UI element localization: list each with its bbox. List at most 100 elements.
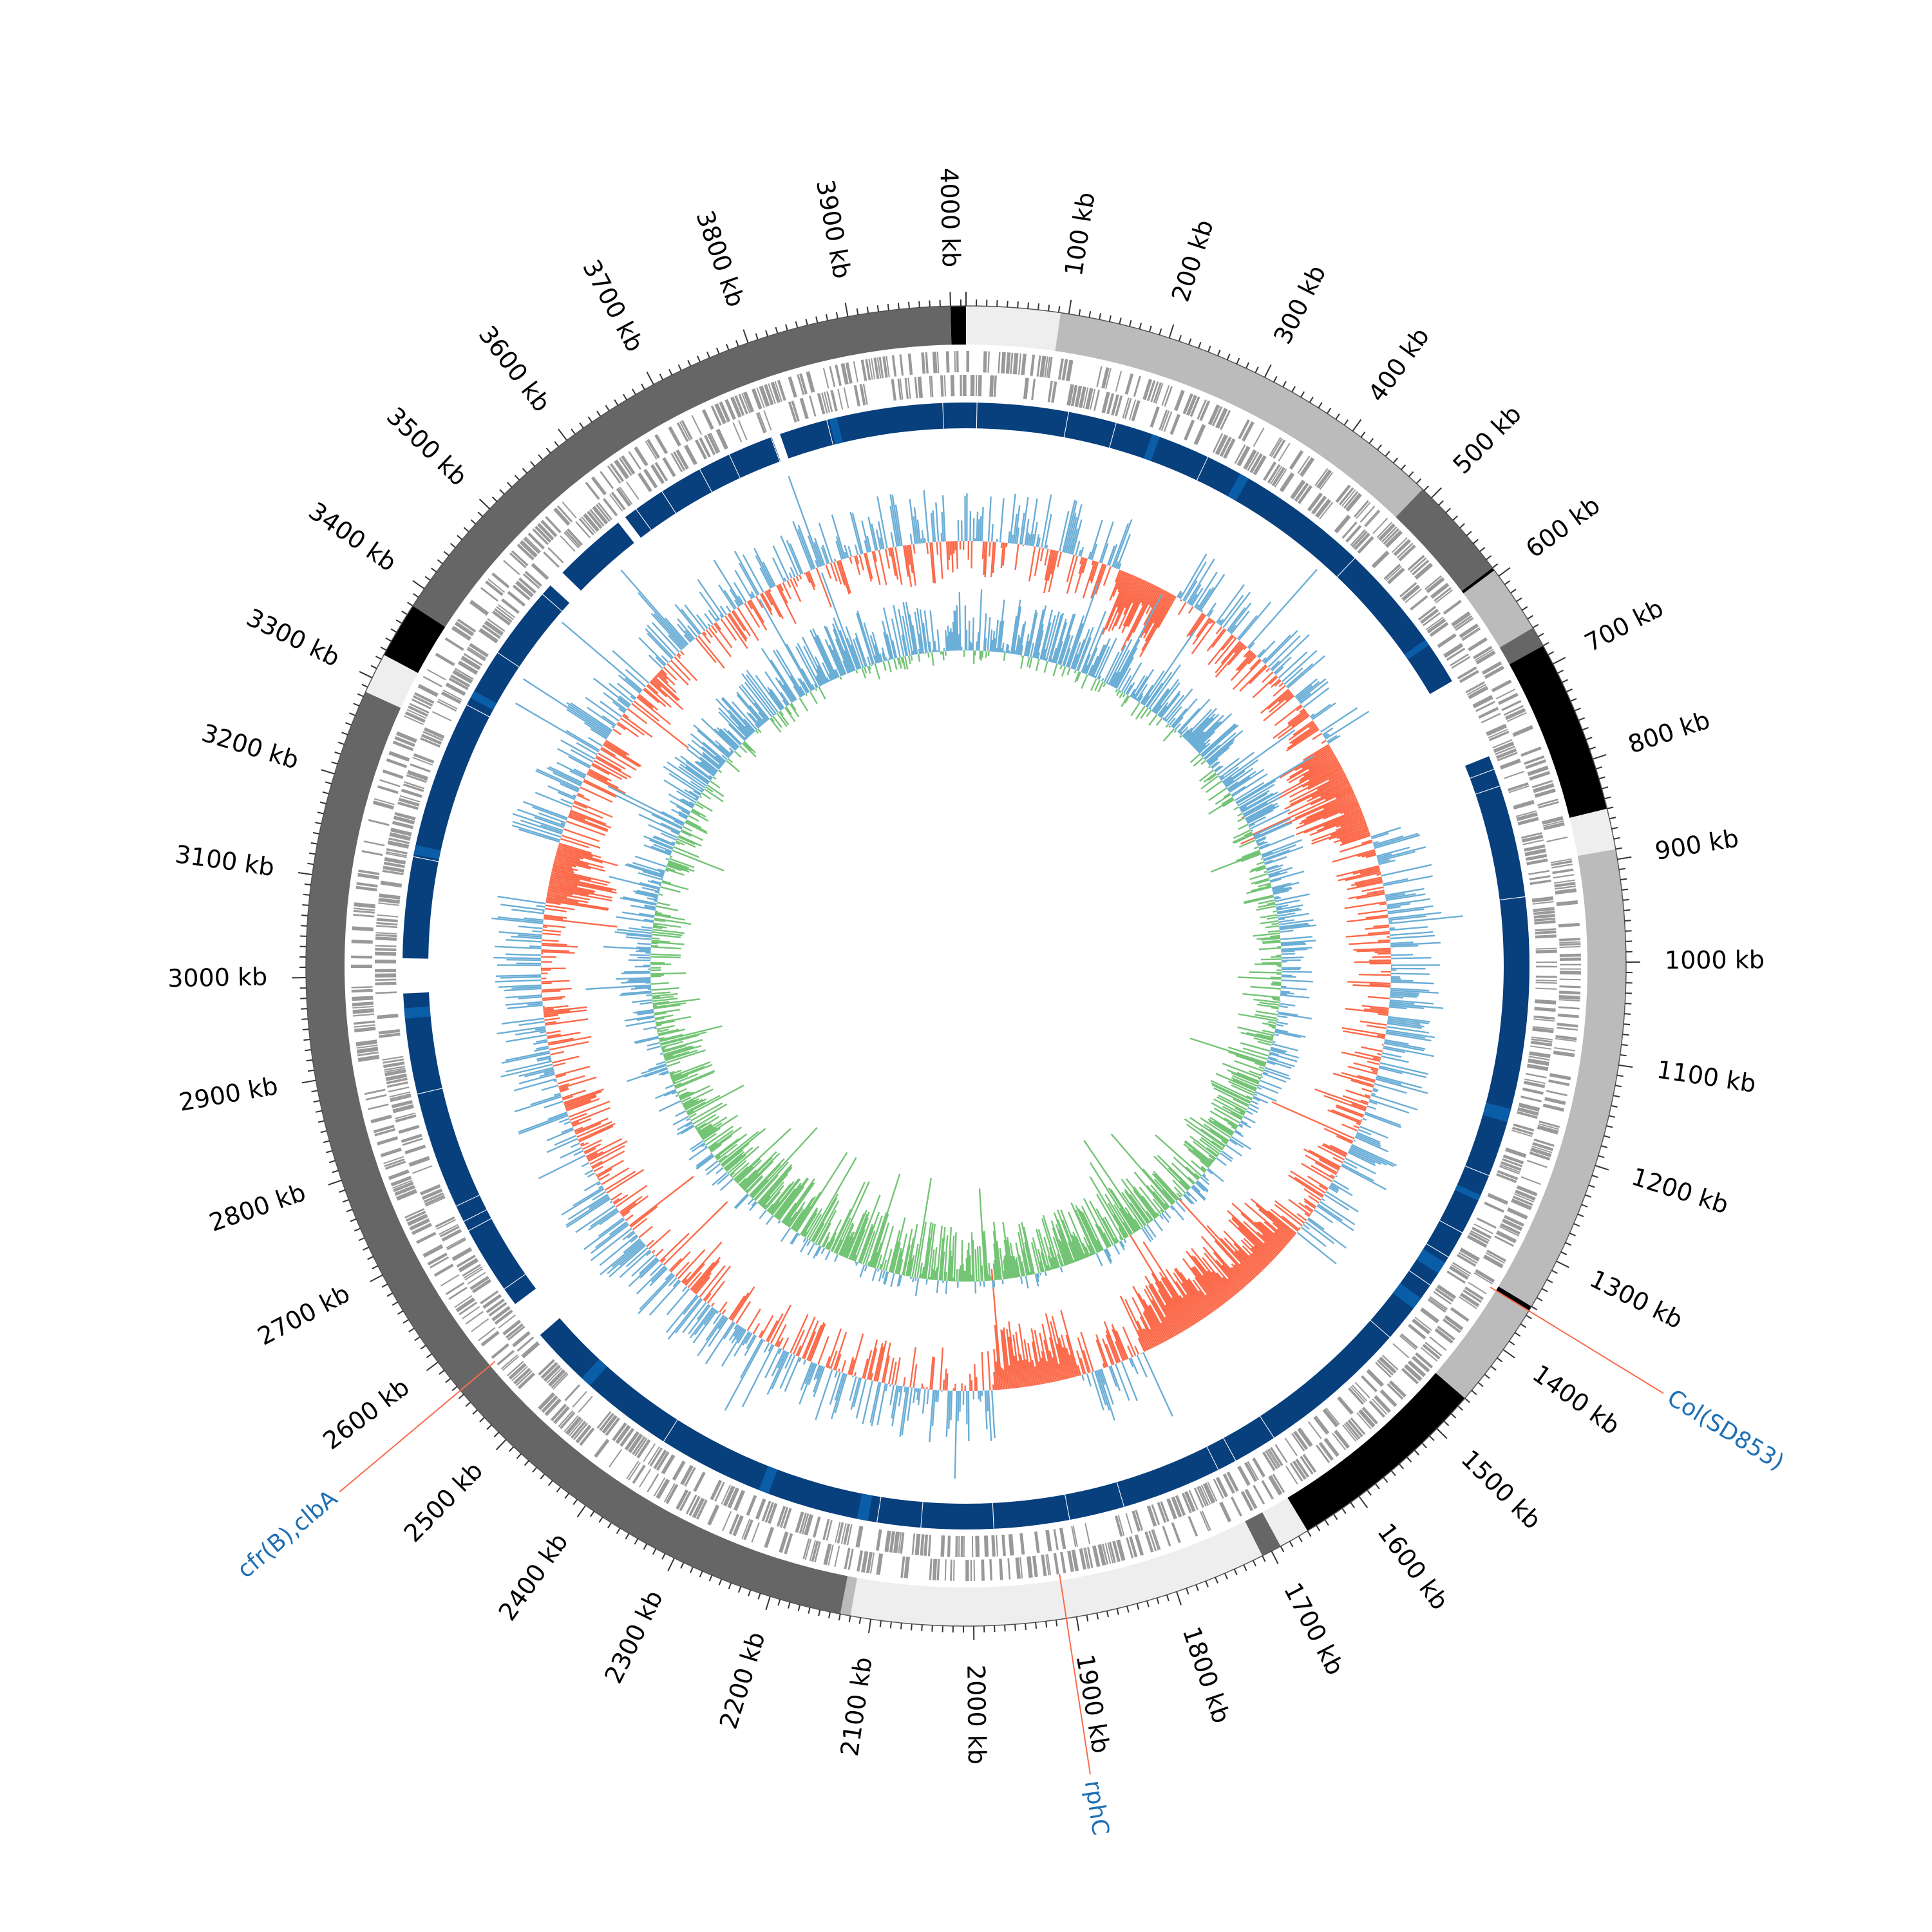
cds-feature [1253, 455, 1267, 476]
cds-feature [843, 1523, 851, 1545]
cds-feature [1530, 1147, 1552, 1157]
cds-feature [732, 422, 743, 442]
cds-feature [361, 850, 383, 857]
blast-weak-hit [1455, 1184, 1481, 1201]
cds-feature [1115, 370, 1122, 392]
blast-hit-region-4 [562, 522, 634, 591]
cds-feature [873, 357, 880, 379]
cds-feature [1332, 1432, 1347, 1451]
cds-feature [1199, 1511, 1209, 1531]
cds-feature [1053, 1553, 1059, 1575]
gc-skew-negative [650, 650, 1282, 1282]
cds-feature [1427, 1298, 1446, 1313]
cds-feature [1475, 650, 1496, 665]
cds-feature [868, 358, 873, 380]
cds-feature [1105, 368, 1112, 390]
cds-feature [1215, 434, 1228, 455]
cds-feature [871, 358, 876, 380]
cds-feature [564, 1415, 579, 1432]
cds-feature [936, 351, 940, 374]
cds-feature [571, 1421, 587, 1439]
tick-marks [292, 292, 1640, 1640]
cds-feature [1529, 875, 1551, 881]
cds-feature [1263, 1452, 1276, 1471]
cds-feature [505, 1323, 524, 1339]
cds-feature [1379, 1389, 1397, 1407]
cds-feature [1083, 387, 1089, 409]
cds-feature [1537, 799, 1558, 806]
cds-feature [421, 1188, 443, 1200]
cds-feature [1535, 999, 1557, 1005]
cds-feature [383, 1058, 404, 1064]
contig-segment-13 [1262, 1497, 1308, 1547]
cds-feature [1153, 382, 1162, 403]
tick-label-1000kb: 1000 kb [1665, 945, 1765, 974]
blast-separator [1425, 1243, 1450, 1258]
blast-separator [728, 453, 741, 479]
cds-feature [1522, 839, 1544, 846]
cds-feature [1516, 1111, 1538, 1119]
cds-feature [1502, 1218, 1523, 1231]
blast-separator [1408, 1269, 1432, 1286]
cds-feature [1313, 1416, 1330, 1435]
cds-feature [1171, 1522, 1181, 1544]
cds-feature [1495, 746, 1515, 755]
cds-feature [1090, 388, 1096, 410]
cds-feature [1412, 560, 1430, 576]
cds-feature [955, 1535, 958, 1557]
cds-feature [692, 1497, 705, 1519]
cds-feature [1059, 1528, 1066, 1549]
cds-feature [569, 1419, 584, 1437]
cds-feature [1404, 1364, 1423, 1381]
cds-feature [1533, 907, 1555, 911]
cds-feature [1155, 383, 1164, 404]
cds-feature [1354, 1381, 1370, 1399]
cds-feature [384, 1069, 406, 1077]
cds-feature [1392, 1343, 1410, 1358]
cds-feature [1350, 1386, 1366, 1403]
gc-content-track [491, 476, 1463, 1479]
cds-feature [420, 737, 440, 748]
cds-feature [531, 563, 549, 580]
cds-feature [1030, 354, 1036, 376]
cds-feature [1269, 466, 1283, 485]
tick-label-3200kb: 3200 kb [198, 719, 302, 775]
cds-feature [830, 390, 838, 412]
cds-feature [609, 1449, 622, 1468]
cds-feature [352, 926, 374, 932]
cds-feature [527, 532, 545, 550]
cds-feature [704, 435, 716, 455]
cds-feature [722, 1511, 732, 1531]
cds-feature [413, 753, 435, 764]
cds-feature [422, 676, 442, 688]
cds-feature [761, 1501, 772, 1522]
cds-feature [377, 1136, 399, 1146]
cds-feature [670, 453, 683, 473]
cds-feature [1292, 1460, 1307, 1480]
cds-feature [390, 1093, 411, 1100]
cds-feature [869, 1552, 875, 1574]
cds-feature [572, 1390, 587, 1408]
cds-feature [837, 1522, 844, 1544]
cds-feature [826, 391, 833, 413]
cds-feature [383, 861, 405, 868]
cds-feature [724, 399, 736, 420]
cds-feature [1215, 408, 1228, 429]
cds-feature [853, 361, 858, 383]
cds-feature [448, 677, 469, 690]
cds-feature [688, 1495, 701, 1517]
cds-feature [1559, 943, 1581, 946]
cds-feature [876, 1529, 882, 1551]
cds-feature [1468, 637, 1488, 652]
cds-feature [390, 1175, 412, 1187]
cds-feature [457, 618, 477, 633]
cds-feature [535, 526, 552, 543]
cds-feature [1383, 528, 1400, 545]
cds-feature [486, 1298, 505, 1314]
cds-feature [512, 584, 531, 601]
cds-feature [1417, 605, 1437, 621]
cds-feature [1459, 670, 1479, 683]
cds-feature [1182, 393, 1193, 415]
cds-feature [1053, 1529, 1059, 1551]
cds-feature [600, 471, 614, 489]
